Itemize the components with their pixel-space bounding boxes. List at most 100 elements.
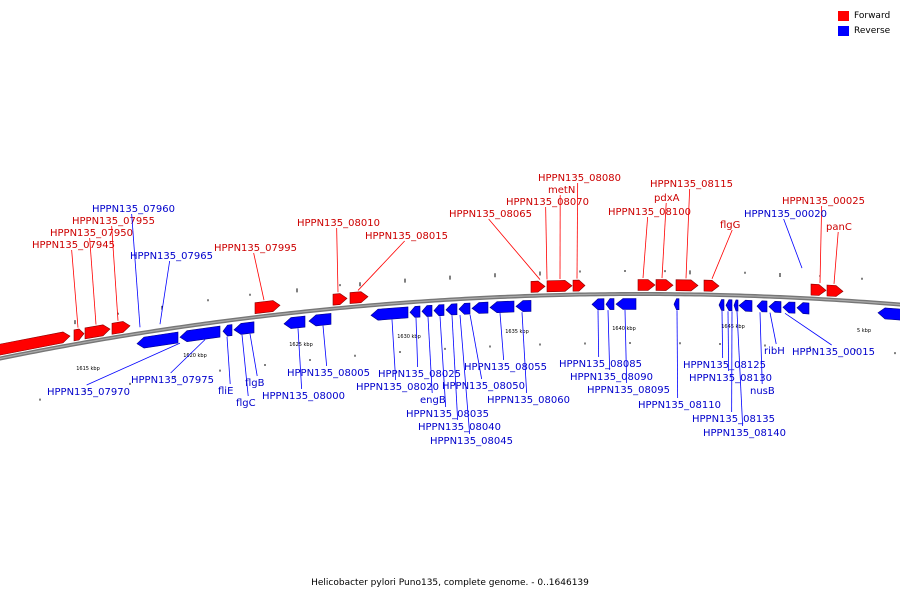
legend-item-forward: Forward — [838, 8, 890, 23]
label-leader-line — [86, 342, 181, 386]
gene-label: HPPN135_08020 — [356, 382, 439, 393]
scale-label: 1640 kbp — [612, 326, 636, 332]
gene-label: HPPN135_08130 — [689, 373, 772, 384]
gene-label: HPPN135_07960 — [92, 204, 175, 215]
forward-gene-arrow — [655, 279, 674, 291]
gene-label: HPPN135_07970 — [47, 387, 130, 398]
scale-label: 1645 kbp — [721, 324, 745, 330]
reverse-gene-label: HPPN135_08000 — [262, 328, 345, 402]
reverse-gene-arrow — [756, 300, 768, 313]
forward-gene-arrow — [0, 331, 71, 356]
gene-label: flgG — [720, 220, 740, 231]
label-leader-line — [336, 227, 339, 293]
scale-label: 1635 kbp — [505, 329, 529, 335]
gene-label: HPPN135_07965 — [130, 251, 213, 262]
reverse-gene-arrow — [471, 301, 489, 314]
scale-label: 1620 kbp — [183, 353, 207, 359]
reverse-gene-label: HPPN135_07965 — [130, 251, 213, 325]
map-caption: Helicobacter pylori Puno135, complete ge… — [311, 578, 589, 588]
legend-item-reverse: Reverse — [838, 23, 890, 38]
reverse-gene-arrow — [877, 307, 900, 321]
forward-gene-arrow — [675, 279, 699, 292]
reverse-swatch — [838, 25, 849, 36]
label-leader-line — [131, 213, 141, 328]
scale-label: 1615 kbp — [76, 366, 100, 372]
reverse-gene-label: HPPN135_08005 — [287, 325, 370, 379]
label-leader-line — [357, 240, 405, 291]
gene-label: HPPN135_08140 — [703, 428, 786, 439]
reverse-gene-arrow — [458, 302, 471, 315]
reverse-gene-arrow — [233, 321, 255, 335]
label-leader-line — [322, 325, 328, 367]
forward-gene-label: HPPN135_08115 — [650, 179, 733, 279]
gene-label: metN — [548, 185, 575, 196]
forward-swatch — [838, 10, 849, 21]
label-leader-line — [721, 311, 724, 359]
gene-label: HPPN135_08065 — [449, 209, 532, 220]
gene-label: flgB — [245, 378, 265, 389]
label-leader-line — [545, 206, 548, 280]
gene-label: nusB — [750, 386, 775, 397]
legend-forward-label: Forward — [854, 10, 891, 21]
gene-label: pdxA — [654, 193, 680, 204]
forward-gene-label: HPPN135_08100 — [608, 207, 691, 279]
label-leader-line — [499, 313, 505, 361]
reverse-gene-arrow — [222, 324, 233, 337]
forward-gene-arrow — [73, 328, 85, 342]
forward-gene-arrow — [637, 279, 656, 291]
reverse-gene-arrow — [515, 300, 532, 312]
label-leader-line — [783, 218, 803, 269]
gene-label: HPPN135_08125 — [683, 360, 766, 371]
scale-label: 5 kbp — [857, 328, 871, 334]
reverse-gene-arrow — [445, 303, 458, 316]
gene-label: ribH — [764, 346, 785, 357]
gene-label: HPPN135_08000 — [262, 391, 345, 402]
reverse-gene-arrow — [725, 299, 733, 312]
label-leader-line — [297, 328, 303, 390]
gene-label: HPPN135_08110 — [638, 400, 721, 411]
reverse-gene-label: HPPN135_00020 — [744, 209, 827, 269]
reverse-gene-label: HPPN135_08055 — [464, 313, 547, 373]
reverse-gene-label: HPPN135_08060 — [487, 312, 570, 406]
forward-gene-arrow — [826, 284, 844, 297]
reverse-gene-arrow — [308, 313, 332, 327]
label-leader-line — [170, 339, 206, 374]
label-leader-line — [253, 252, 265, 301]
reverse-gene-label: engB — [420, 316, 446, 406]
forward-gene-arrow — [572, 279, 586, 292]
gene-label: HPPN135_08085 — [559, 359, 642, 370]
label-leader-line — [759, 312, 763, 385]
reverse-gene-arrow — [768, 300, 782, 313]
forward-gene-arrow — [810, 283, 827, 296]
forward-gene-arrow — [530, 280, 546, 293]
gene-label: HPPN135_08045 — [430, 436, 513, 447]
gene-label: HPPN135_07975 — [131, 375, 214, 386]
gene-label: HPPN135_07950 — [50, 228, 133, 239]
reverse-gene-label: HPPN135_08025 — [378, 317, 461, 380]
reverse-gene-arrow — [673, 298, 680, 311]
gene-label: HPPN135_00020 — [744, 209, 827, 220]
legend-reverse-label: Reverse — [854, 25, 891, 36]
gene-label: HPPN135_00025 — [782, 196, 865, 207]
forward-gene-label: HPPN135_07955 — [72, 216, 155, 321]
label-leader-line — [727, 311, 730, 372]
reverse-gene-label: nusB — [750, 312, 775, 397]
gene-label: engB — [420, 395, 446, 406]
reverse-gene-label: HPPN135_08110 — [638, 310, 721, 411]
label-leader-line — [469, 314, 483, 380]
gene-label: HPPN135_08015 — [365, 231, 448, 242]
forward-gene-arrow — [546, 280, 573, 293]
label-leader-line — [597, 310, 600, 358]
label-leader-line — [624, 310, 628, 384]
genome-backbone-highlight — [0, 293, 900, 360]
reverse-gene-label: HPPN135_07975 — [131, 339, 214, 386]
forward-gene-label: metN — [548, 185, 575, 279]
label-leader-line — [676, 310, 679, 399]
scale-label: 1630 kbp — [397, 334, 421, 340]
forward-gene-label: HPPN135_08070 — [506, 197, 589, 280]
gene-label: HPPN135_08010 — [297, 218, 380, 229]
label-leader-line — [576, 182, 579, 279]
label-leader-line — [736, 311, 744, 427]
reverse-gene-label: HPPN135_08085 — [559, 310, 642, 370]
